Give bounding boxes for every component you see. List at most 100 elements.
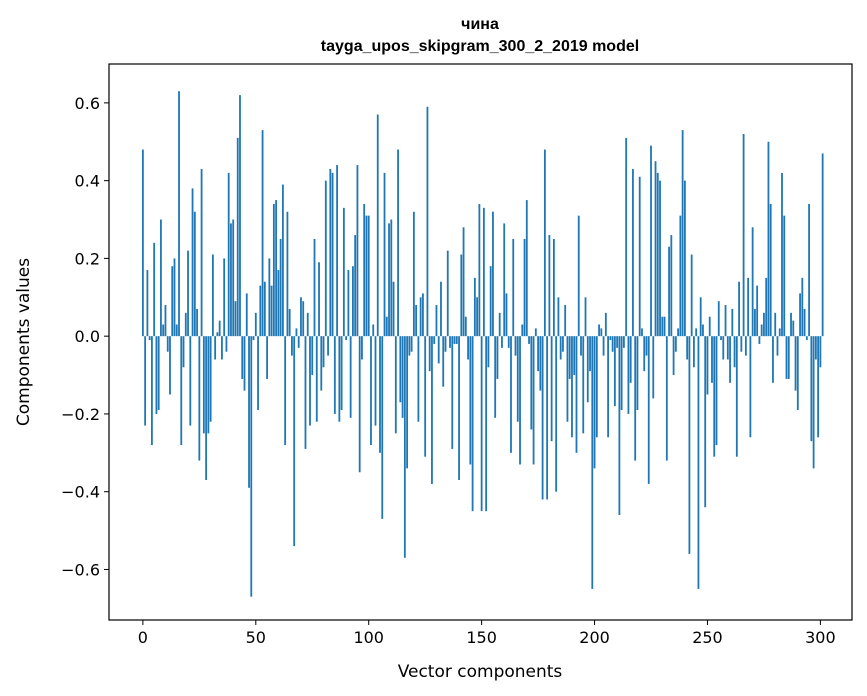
y-tick-label: −0.4	[61, 483, 100, 502]
bar	[306, 312, 309, 337]
bar	[577, 215, 580, 337]
bar	[625, 137, 628, 337]
bar	[351, 266, 354, 337]
bar	[141, 149, 144, 337]
bar	[365, 215, 368, 337]
bar	[288, 308, 291, 337]
bar	[214, 336, 217, 360]
bar	[674, 336, 677, 352]
bar	[659, 180, 661, 337]
bar	[415, 305, 418, 337]
bar	[720, 336, 722, 341]
bar	[263, 281, 266, 337]
bar	[320, 336, 323, 391]
bar	[654, 161, 657, 337]
bar	[550, 336, 553, 442]
y-axis-ticks: −0.6 −0.4 −0.2 0.0 0.2 0.4 0.6	[61, 94, 109, 579]
bar	[753, 308, 756, 337]
bar	[686, 336, 689, 360]
x-tick-label: 300	[805, 628, 836, 647]
bar	[245, 293, 248, 337]
bar	[446, 250, 449, 337]
bar	[602, 336, 605, 356]
x-tick-label: 50	[246, 628, 266, 647]
bar	[580, 336, 582, 356]
bar	[487, 336, 490, 368]
bar	[564, 305, 567, 337]
bar	[609, 336, 612, 341]
bar	[503, 223, 506, 337]
bar	[740, 336, 743, 352]
bar	[756, 285, 759, 337]
bar	[241, 336, 244, 379]
bar	[494, 336, 497, 418]
bar	[571, 336, 573, 438]
bar	[333, 336, 336, 414]
bar	[528, 336, 530, 344]
bar	[783, 215, 786, 337]
bar	[729, 336, 731, 383]
bar	[749, 336, 752, 438]
bar	[281, 184, 284, 337]
bar	[327, 336, 329, 356]
bar	[300, 297, 302, 337]
bar	[370, 336, 372, 446]
bar	[803, 308, 806, 337]
bar	[733, 336, 736, 368]
bar	[643, 336, 646, 372]
bar	[381, 336, 384, 519]
bar	[205, 336, 208, 481]
bar	[383, 172, 386, 337]
bar	[469, 336, 472, 465]
bar	[202, 336, 205, 434]
bar	[216, 332, 219, 337]
bar	[410, 336, 413, 352]
bar	[679, 215, 682, 337]
bar	[146, 270, 149, 337]
bar	[546, 336, 549, 500]
bar	[155, 336, 158, 414]
bar	[523, 238, 526, 337]
bar	[706, 336, 709, 395]
x-tick-label: 200	[579, 628, 610, 647]
bar	[559, 336, 562, 360]
bar	[647, 336, 650, 484]
bar	[715, 336, 718, 446]
bar	[665, 336, 668, 461]
bar	[173, 258, 176, 337]
bar	[275, 200, 278, 337]
bar	[731, 308, 734, 337]
bar	[211, 254, 214, 337]
bar	[239, 95, 241, 337]
bar	[451, 336, 454, 449]
bar	[735, 336, 738, 457]
bar	[652, 336, 655, 399]
bar	[532, 336, 535, 465]
bar	[584, 297, 587, 337]
bar	[169, 336, 171, 395]
bar	[431, 336, 433, 484]
x-axis-ticks: 0 50 100 150 200 250 300	[138, 620, 836, 647]
bar	[358, 336, 361, 473]
bar	[668, 246, 670, 337]
bar	[557, 297, 560, 337]
bar	[711, 336, 713, 383]
bar	[433, 336, 436, 344]
bar	[336, 165, 338, 337]
bar	[302, 301, 305, 337]
bar	[193, 211, 196, 337]
bar	[812, 336, 815, 469]
x-tick-label: 250	[692, 628, 723, 647]
bar	[697, 336, 700, 589]
bar	[787, 336, 790, 379]
bar	[607, 336, 610, 438]
bar	[189, 336, 192, 426]
bar	[808, 203, 810, 337]
bar	[200, 168, 203, 337]
bar	[261, 130, 264, 337]
bar	[412, 211, 415, 337]
bar	[313, 238, 316, 337]
bar	[223, 258, 226, 337]
bar	[455, 336, 458, 344]
bar	[765, 277, 768, 337]
